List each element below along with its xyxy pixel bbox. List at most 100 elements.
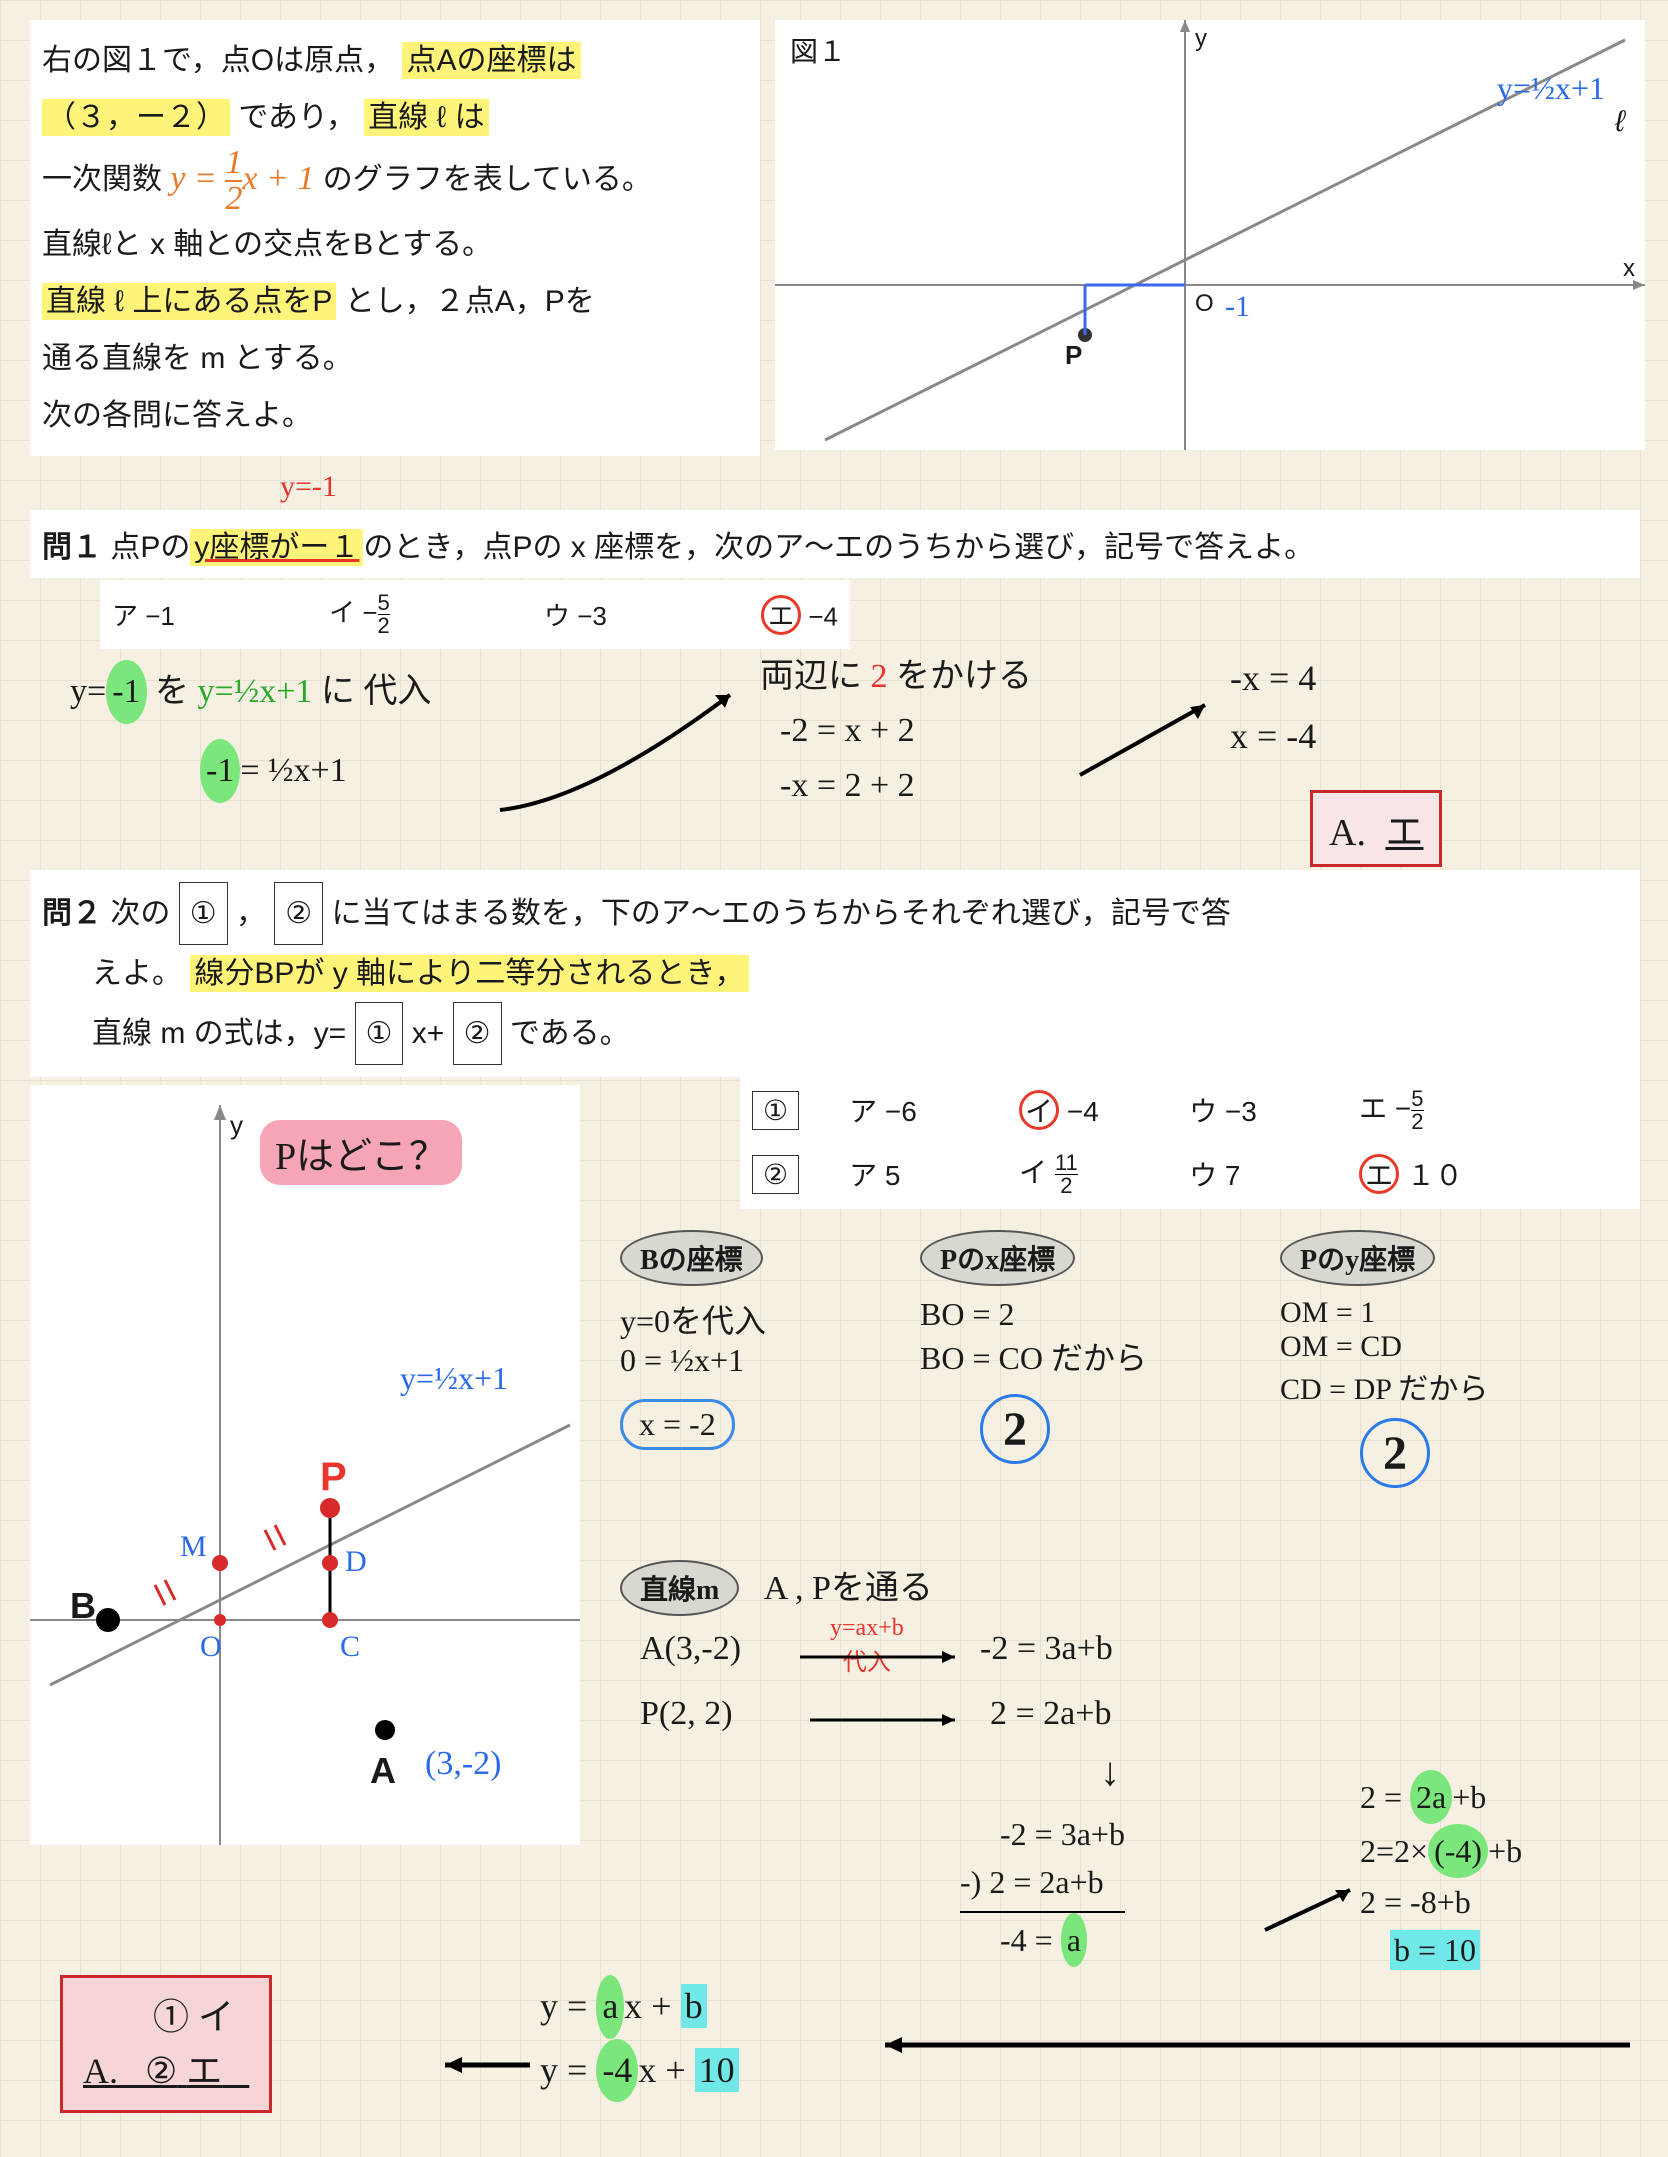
work: -x = 2 + 2 (780, 759, 1032, 813)
oval: Pのx座標 (920, 1230, 1075, 1286)
oval: 直線m (620, 1560, 739, 1616)
intro-text: とし，２点A，Pを (345, 285, 595, 318)
q2-work-px: Pのx座標 BO = 2 BO = CO だから 2 (920, 1230, 1147, 1464)
q2-label: 問２ (42, 897, 102, 930)
arrow-left-icon (870, 2030, 1630, 2060)
ans: x = -2 (620, 1399, 735, 1450)
point-p-label: P (1065, 340, 1082, 371)
intro-text: のグラフを表している。 (323, 163, 652, 196)
q2-text: 問２ 次の ① ， ② に当てはまる数を，下のア〜エのうちからそれぞれ選び，記号… (30, 870, 1640, 1077)
q1-text: 問１ 点Pのy座標がー１のとき，点Pの x 座標を，次のア〜エのうちから選び，記… (30, 510, 1640, 578)
txt: である。 (510, 1017, 630, 1050)
intro-highlight: 直線 ℓ 上にある点をP (42, 283, 336, 320)
work: = ½x+1 (240, 752, 346, 789)
axis-y-label: y (1195, 25, 1207, 53)
intro-highlight: 点Aの座標は (402, 42, 580, 79)
fig1-equation: y=½x+1 (1497, 70, 1605, 107)
work: 2 = 2a+b (1360, 1770, 1522, 1824)
intro-text: 一次関数 (42, 163, 170, 196)
final-work: y = ax + b y = -4x + 10 (540, 1975, 739, 2102)
q1-annotation: y=-1 (280, 470, 337, 504)
work: y=0を代入 (620, 1296, 766, 1342)
work: A(3,-2) (640, 1630, 741, 1667)
arrow-icon (490, 680, 750, 820)
opt: ウ 7 (1189, 1154, 1309, 1194)
q1-options: ア −1 イ −52 ウ −3 エ −4 (100, 580, 850, 649)
intro-text: 通る直線を m とする。 (42, 330, 748, 387)
intro-text: 右の図１で，点Oは原点， (42, 44, 394, 77)
opt-a: ア −1 (112, 596, 175, 633)
q2-svg (30, 1085, 580, 1845)
blank: ② (453, 1002, 502, 1065)
label-a: A (370, 1750, 396, 1792)
line: y = ax + b (540, 1975, 739, 2039)
work: -4 = a (1000, 1913, 1125, 1967)
blank: ② (274, 882, 323, 945)
txt: 次の (110, 897, 170, 930)
work: BO = 2 (920, 1296, 1147, 1333)
label-p: P (320, 1455, 347, 1500)
work: y= (198, 673, 234, 710)
work: OM = 1 (1280, 1296, 1488, 1330)
q2-answer-box: ① イ A. ② エ (60, 1975, 272, 2113)
note: y=ax+b (830, 1615, 904, 1641)
opt-d: エ −4 (761, 595, 838, 635)
work: -2 = 3a+b (1000, 1810, 1125, 1858)
work: をかける (896, 658, 1032, 695)
work: y= (70, 673, 106, 710)
arrow-icon (810, 1710, 970, 1730)
q2-work-ma: A(3,-2) (640, 1630, 741, 1668)
label-b: B (70, 1585, 96, 1627)
work: A , Pを通る (764, 1570, 933, 1607)
opt-b: イ −52 (329, 592, 390, 637)
q1-working-2: 両辺に 2 をかける -2 = x + 2 -x = 2 + 2 (760, 650, 1032, 813)
opt: エ １０ (1359, 1154, 1463, 1194)
ans-row: A. ② エ (83, 2044, 249, 2098)
opt: ア −6 (849, 1090, 969, 1130)
arrow-icon (1070, 695, 1220, 785)
problem-intro: 右の図１で，点Oは原点， 点Aの座標は （３，ー２） であり， 直線 ℓ は 一… (30, 20, 760, 456)
oval: Bの座標 (620, 1230, 763, 1286)
down-arrow-icon: ↓ (1100, 1750, 1120, 1795)
formula: y = 12x + 1 (170, 160, 314, 197)
eq: y=½x+1 (400, 1360, 508, 1397)
q2-work-mp: P(2, 2) (640, 1695, 733, 1733)
label-c: C (340, 1630, 360, 1664)
label-m: M (180, 1530, 207, 1564)
blank: ① (179, 882, 228, 945)
txt: えよ。 (92, 957, 182, 990)
a-coord: (3,-2) (425, 1745, 501, 1783)
axis-y: y (230, 1110, 243, 1141)
q2-work-m: 直線m A , Pを通る (620, 1560, 933, 1616)
work: -2 = x + 2 (780, 704, 1032, 758)
opt: イ −4 (1019, 1090, 1139, 1130)
arrow-left-icon (430, 2050, 530, 2080)
txt: x+ (412, 1017, 445, 1050)
ans: 2 (980, 1394, 1050, 1464)
circle-icon: イ (1019, 1090, 1059, 1130)
intro-text: 直線ℓと x 軸との交点をBとする。 (42, 216, 748, 273)
q2-work-b: Bの座標 y=0を代入 0 = ½x+1 x = -2 (620, 1230, 766, 1450)
work: 2 (871, 658, 888, 695)
arrow-icon (800, 1647, 970, 1667)
intro-highlight: 直線 ℓ は (364, 99, 488, 136)
figure-1: 図１ y=½x+1 y x ℓ O P -1 (775, 20, 1645, 450)
label-d: D (345, 1545, 367, 1579)
work: 2=2×(-4)+b (1360, 1824, 1522, 1878)
work: 2 = 2a+b (990, 1695, 1111, 1733)
note: y=ax+b 代入 (830, 1615, 904, 1677)
q1-text: のとき，点Pの x 座標を，次のア〜エのうちから選び，記号で答えよ。 (363, 531, 1314, 564)
row-num: ① (752, 1091, 799, 1130)
oval: Pのy座標 (1280, 1230, 1435, 1286)
ans: 2 (1360, 1418, 1430, 1488)
opt: ウ −3 (1189, 1090, 1309, 1130)
txt: に当てはまる数を，下のア〜エのうちからそれぞれ選び，記号で答 (332, 897, 1231, 930)
q1-label: 問１ (42, 531, 102, 564)
txt: ， (236, 897, 266, 930)
work: b = 10 (1390, 1926, 1522, 1974)
label-o: O (200, 1630, 222, 1664)
circle-icon: エ (761, 595, 801, 635)
work: CD = DP だから (1280, 1364, 1488, 1408)
fig1-label: 図１ (790, 30, 846, 70)
work: -2 = 3a+b (980, 1630, 1113, 1668)
